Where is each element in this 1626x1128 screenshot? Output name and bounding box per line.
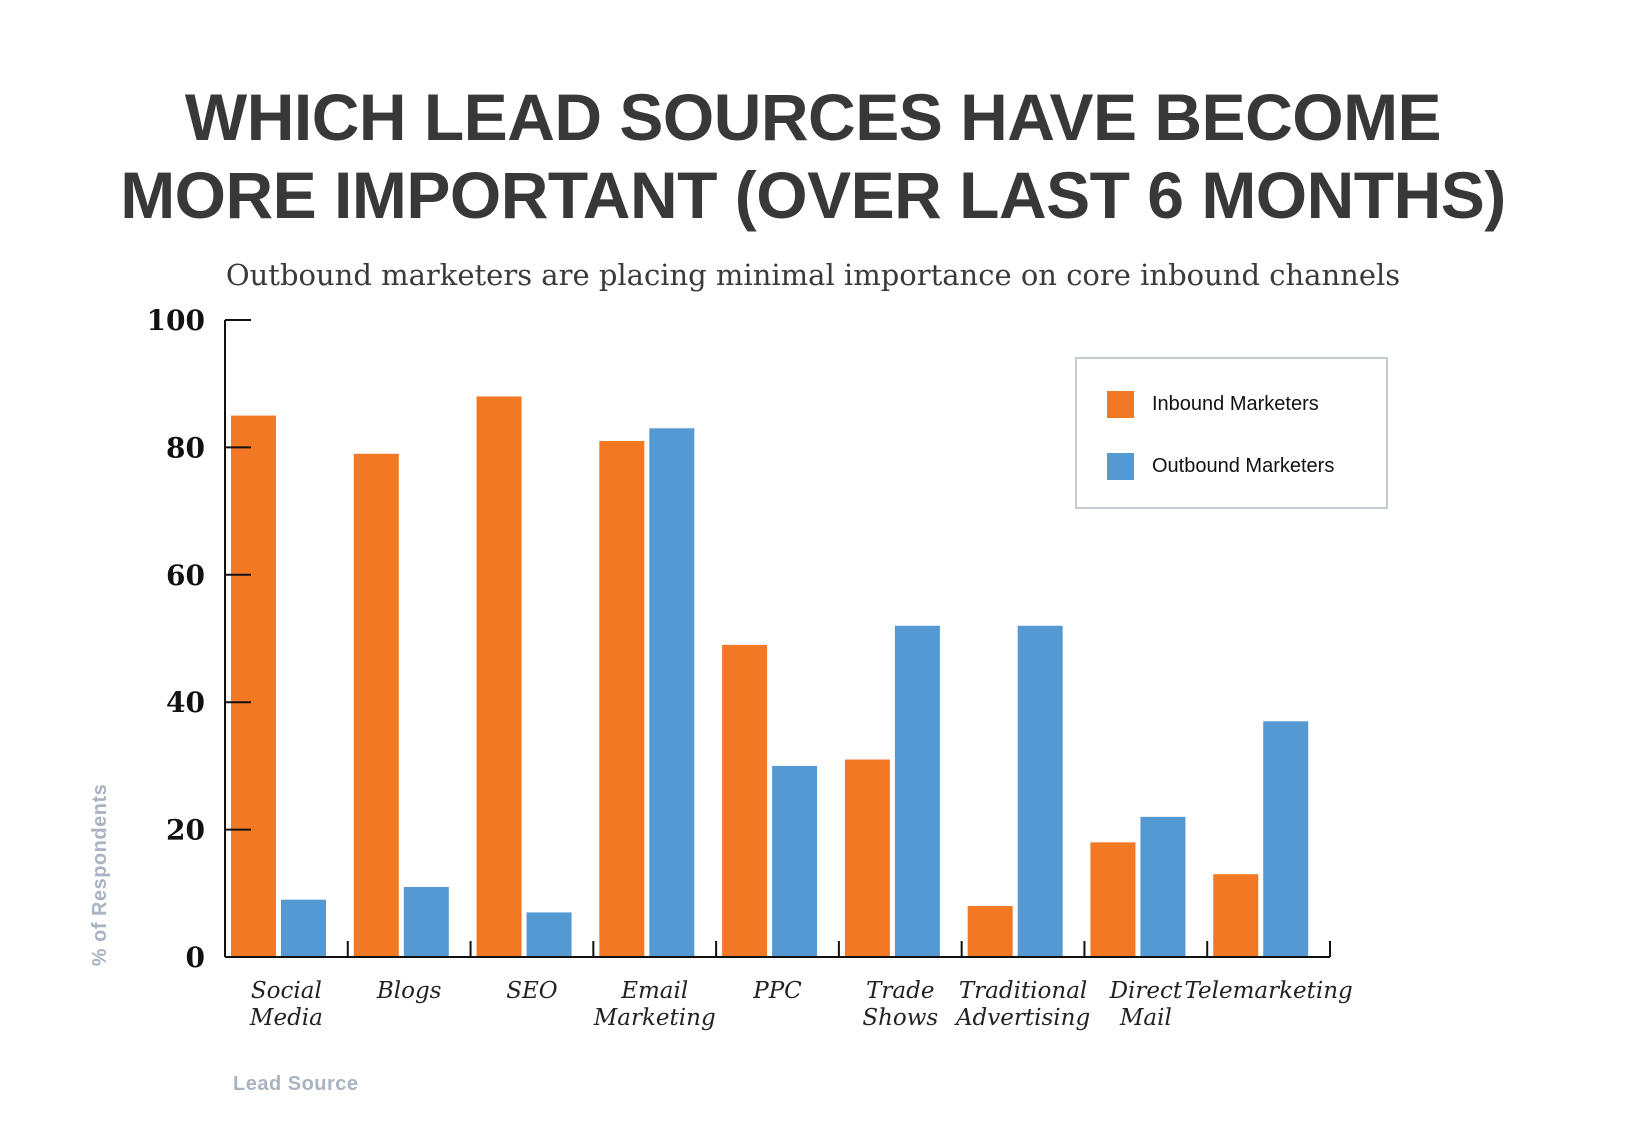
y-axis-title: % of Respondents	[89, 784, 111, 966]
chart-title-line-1: WHICH LEAD SOURCES HAVE BECOME	[184, 80, 1442, 154]
x-tick-label-8-0: Telemarketing	[1184, 978, 1352, 1004]
legend-item-inbound: Inbound Marketers	[1107, 390, 1319, 418]
bar-inbound-marketers-2	[476, 396, 522, 957]
x-tick-label-5-0: Trade	[866, 978, 934, 1004]
axes-layer	[224, 319, 1331, 958]
legend-item-outbound: Outbound Marketers	[1107, 452, 1334, 480]
legend-swatch-inbound	[1107, 390, 1134, 418]
chart-title-line-2: MORE IMPORTANT (OVER LAST 6 MONTHS)	[120, 158, 1506, 232]
chart-subtitle: Outbound marketers are placing minimal i…	[225, 258, 1401, 292]
y-tick-label-80: 80	[166, 431, 205, 464]
bar-outbound-marketers-0	[281, 899, 326, 957]
x-tick-label-0-0: Social	[251, 978, 322, 1004]
x-tick-label-4-0: PPC	[752, 978, 802, 1004]
bar-outbound-marketers-8	[1263, 721, 1309, 957]
bar-inbound-marketers-0	[231, 415, 276, 957]
bar-inbound-marketers-3	[599, 441, 645, 957]
bar-inbound-marketers-7	[1090, 842, 1136, 957]
x-tick-label-6-1: Advertising	[954, 1005, 1090, 1031]
legend-swatch-outbound	[1107, 452, 1134, 480]
x-tick-label-7-0: Direct	[1109, 978, 1183, 1004]
y-tick-label-60: 60	[166, 559, 205, 592]
bars-layer	[231, 396, 1309, 957]
chart-title: WHICH LEAD SOURCES HAVE BECOME MORE IMPO…	[0, 78, 1626, 234]
bar-outbound-marketers-3	[649, 428, 695, 957]
x-tick-label-7-1: Mail	[1119, 1005, 1172, 1031]
bar-inbound-marketers-4	[722, 644, 768, 957]
x-tick-label-3-0: Email	[620, 978, 688, 1004]
x-tick-label-1-0: Blogs	[376, 978, 442, 1004]
bar-outbound-marketers-2	[526, 912, 572, 957]
legend-label-outbound: Outbound Marketers	[1152, 454, 1335, 477]
legend-label-inbound: Inbound Marketers	[1152, 392, 1319, 415]
bar-outbound-marketers-4	[772, 765, 818, 957]
y-tick-label-20: 20	[166, 814, 205, 847]
x-tick-label-2-0: SEO	[506, 978, 558, 1004]
bar-inbound-marketers-1	[353, 453, 399, 957]
bar-inbound-marketers-6	[967, 906, 1013, 957]
x-axis-title: Lead Source	[233, 1073, 359, 1095]
y-tick-label-40: 40	[166, 686, 205, 719]
bar-inbound-marketers-5	[844, 759, 890, 957]
x-tick-label-3-1: Marketing	[593, 1005, 716, 1031]
y-tick-label-0: 0	[186, 941, 205, 974]
y-tick-label-100: 100	[147, 304, 205, 337]
x-tick-label-6-0: Traditional	[959, 978, 1087, 1004]
x-tick-label-5-1: Shows	[862, 1005, 938, 1031]
bar-inbound-marketers-8	[1213, 874, 1259, 957]
bar-outbound-marketers-6	[1017, 625, 1063, 957]
bar-outbound-marketers-1	[403, 886, 449, 957]
x-tick-label-0-1: Media	[249, 1005, 323, 1031]
legend: Inbound Marketers Outbound Marketers	[1075, 357, 1388, 509]
bar-outbound-marketers-7	[1140, 816, 1186, 957]
bar-outbound-marketers-5	[894, 625, 940, 957]
